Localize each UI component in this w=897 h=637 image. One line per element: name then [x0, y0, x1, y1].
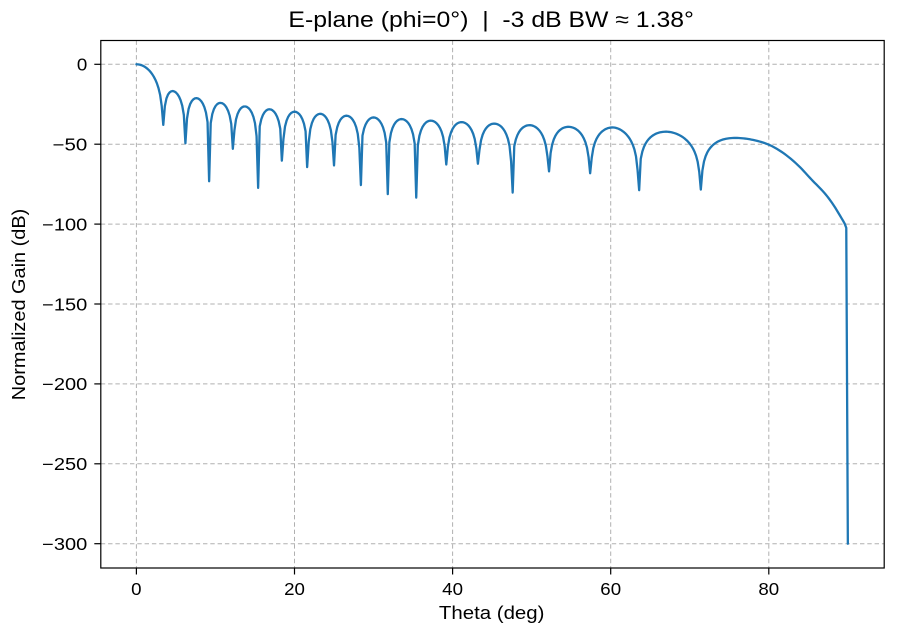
svg-text:0: 0	[131, 580, 141, 599]
svg-text:−100: −100	[42, 215, 87, 234]
svg-text:20: 20	[284, 580, 305, 599]
svg-text:−300: −300	[42, 535, 87, 554]
svg-text:−200: −200	[42, 375, 87, 394]
svg-text:−50: −50	[53, 136, 88, 155]
svg-text:−150: −150	[42, 295, 87, 314]
svg-text:0: 0	[77, 56, 87, 75]
svg-text:80: 80	[758, 580, 779, 599]
svg-text:60: 60	[600, 580, 621, 599]
svg-text:E-plane (phi=0°) | -3 dB BW: E-plane (phi=0°) | -3 dB BW ≈ 1.38°	[288, 7, 694, 32]
svg-text:−250: −250	[42, 455, 87, 474]
svg-text:40: 40	[442, 580, 463, 599]
svg-text:Theta (deg): Theta (deg)	[439, 602, 545, 623]
svg-text:Normalized Gain (dB): Normalized Gain (dB)	[8, 209, 29, 401]
